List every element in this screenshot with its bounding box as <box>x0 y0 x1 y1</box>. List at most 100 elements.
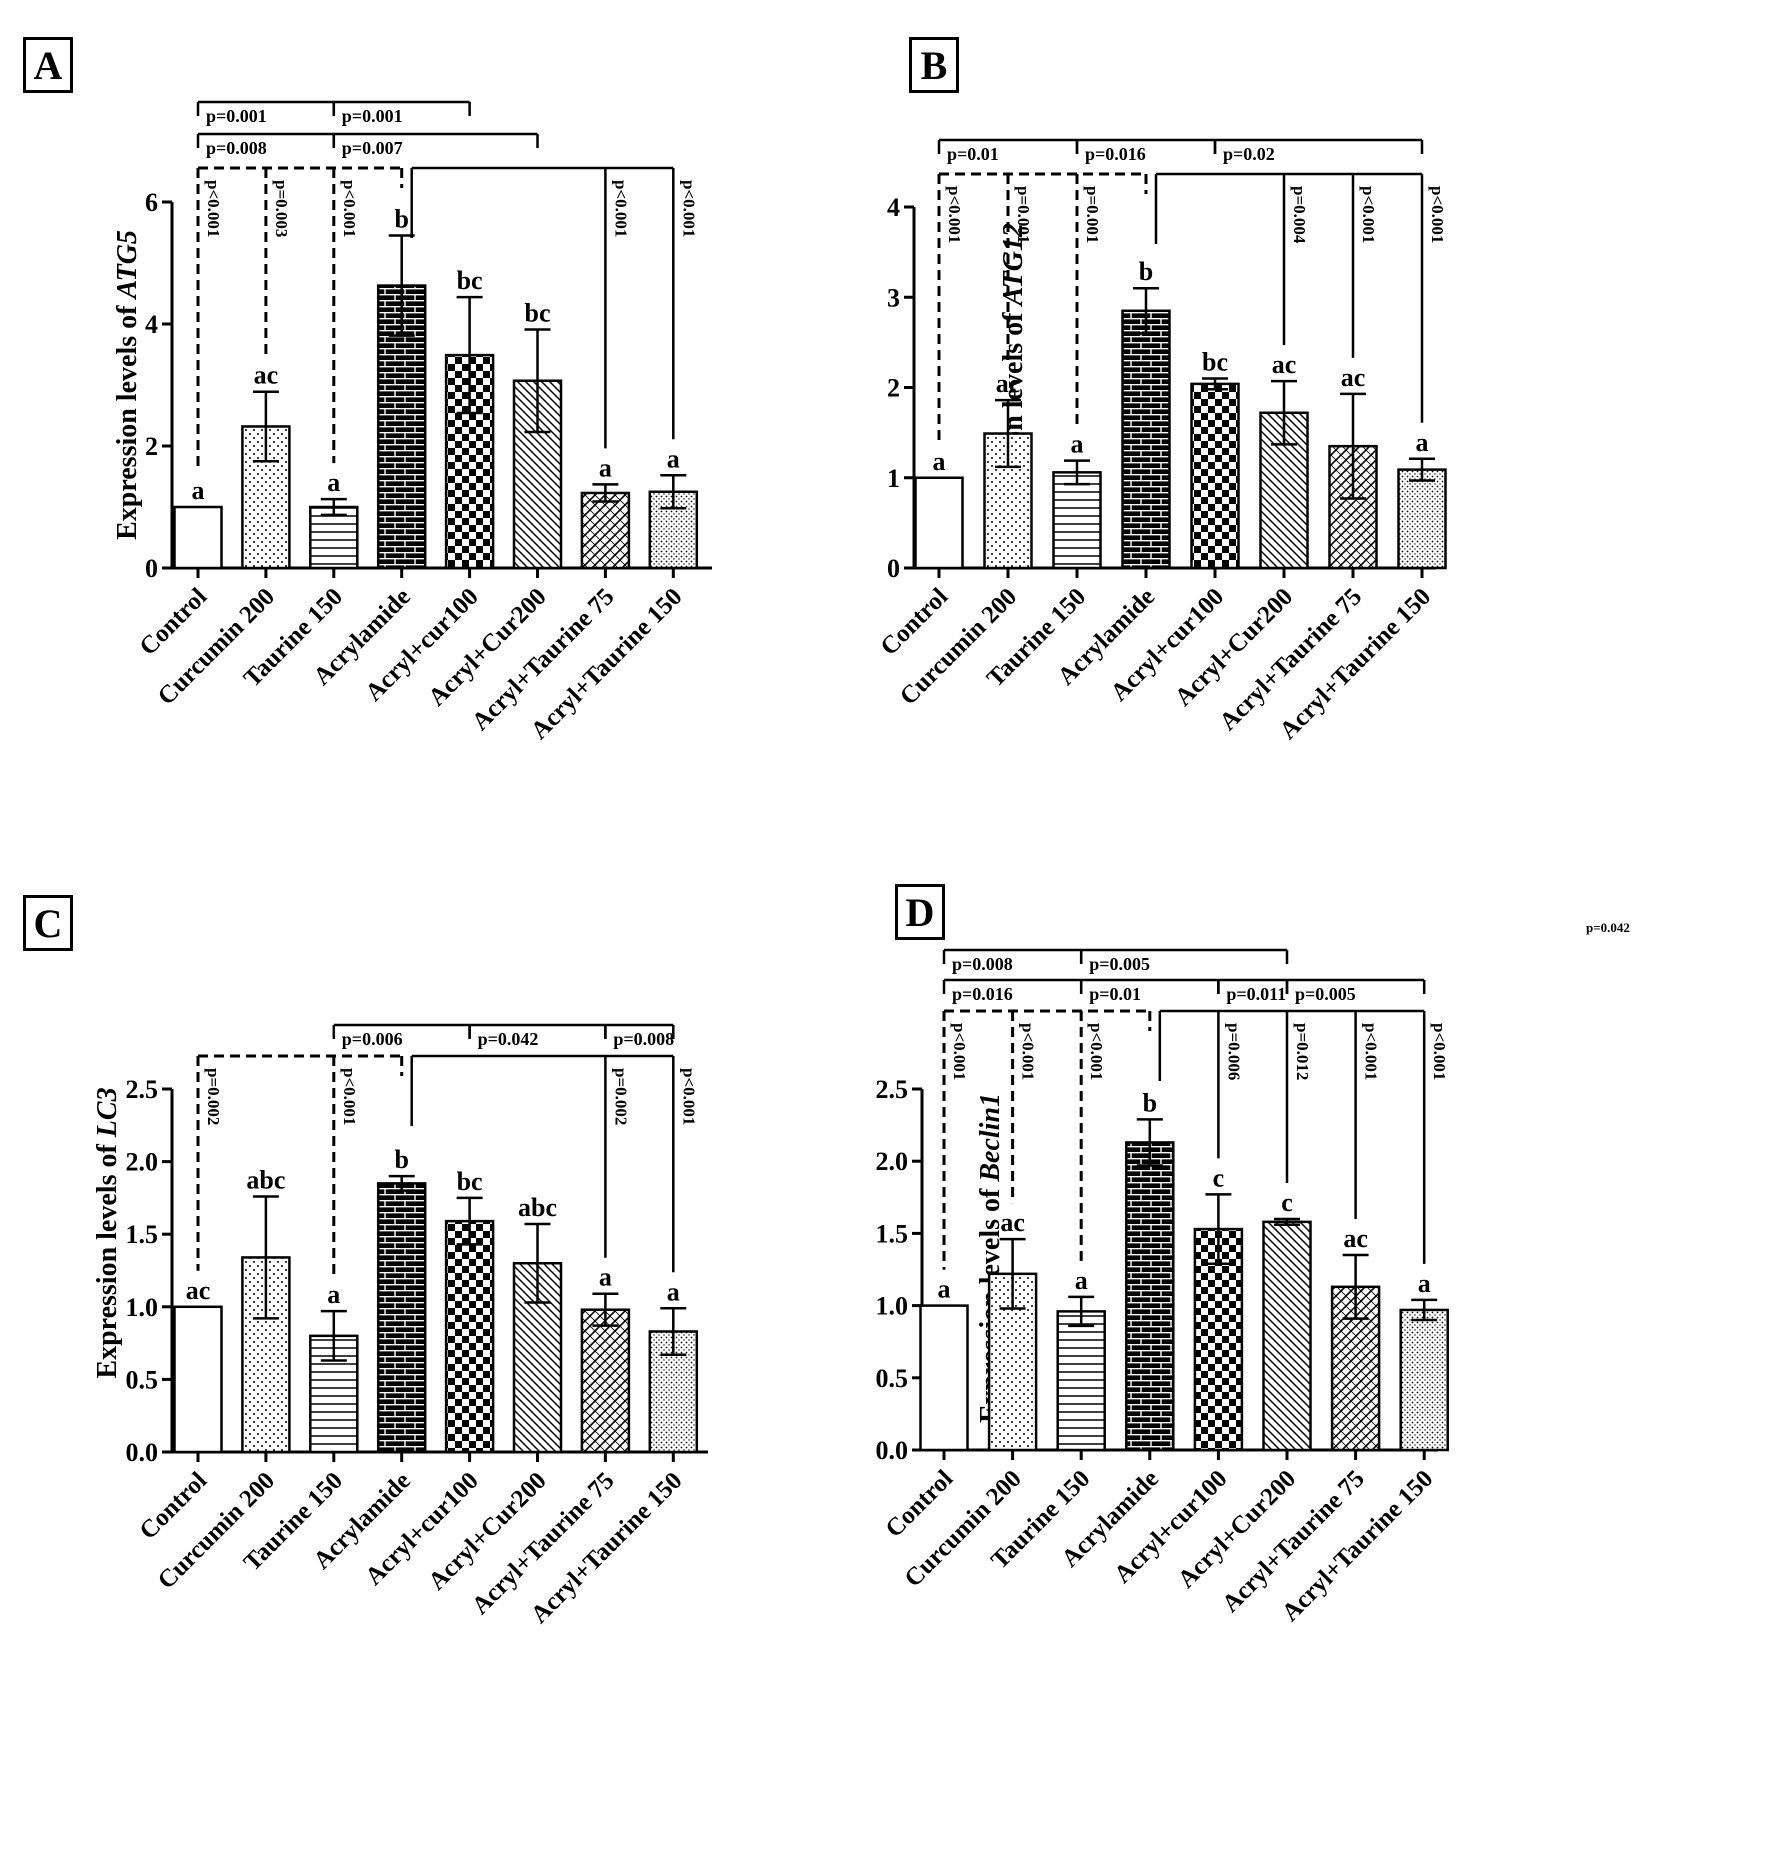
bracket-p-value: p=0.008 <box>206 138 267 158</box>
chart-panel-b: B Expression levels of ATG12 0 1 2 3 4 a Contr… <box>876 0 1772 928</box>
significance-letter: abc <box>518 1193 557 1222</box>
y-tick-label: 1.0 <box>876 1292 909 1321</box>
p-value-label: p=0.004 <box>1290 186 1309 244</box>
significance-letter: a <box>1418 1269 1431 1298</box>
y-tick-label: 0 <box>145 554 158 583</box>
significance-letter: a <box>667 444 680 473</box>
x-tick-label: Acryl+Cur200 <box>423 583 551 711</box>
y-tick-label: 4 <box>145 310 158 339</box>
significance-letter: b <box>394 205 408 234</box>
bracket-p-value: p=0.005 <box>1089 954 1150 974</box>
y-tick-label: 1.5 <box>126 1220 159 1249</box>
significance-letter: a <box>599 1263 612 1292</box>
y-tick-label: 2 <box>145 432 158 461</box>
x-tick-label: Acryl+Cur200 <box>423 1467 551 1595</box>
y-tick-label: 3 <box>887 283 900 312</box>
significance-letter: a <box>1075 1266 1088 1295</box>
y-tick-label: 2.5 <box>126 1075 159 1104</box>
chart-panel-c: C Expression levels of LC3 0.0 0.5 1.0 1.5 2… <box>0 895 886 1856</box>
significance-letter: bc <box>525 298 551 327</box>
bracket-p-value: p=0.001 <box>342 106 403 126</box>
p-value-label: p<0.001 <box>679 180 698 237</box>
p-value-label: p=0.006 <box>1224 1023 1243 1080</box>
significance-letter: abc <box>246 1165 285 1194</box>
significance-letter: ac <box>1341 363 1366 392</box>
bracket-p-value: p=0.02 <box>1223 144 1275 164</box>
p-value-label: p<0.001 <box>1362 1023 1381 1080</box>
significance-letter: a <box>327 468 340 497</box>
bar <box>1397 468 1447 570</box>
bar <box>1052 471 1102 570</box>
bar <box>1262 1220 1312 1452</box>
significance-letter: ac <box>1272 350 1297 379</box>
y-tick-label: 0 <box>887 554 900 583</box>
significance-letter: a <box>933 447 946 476</box>
x-tick-label: Curcumin 200 <box>153 1467 280 1594</box>
bar <box>580 491 631 570</box>
significance-letter: c <box>1213 1163 1225 1192</box>
bar <box>1056 1310 1106 1452</box>
bar <box>444 1219 495 1454</box>
y-tick-label: 2.0 <box>126 1148 159 1177</box>
significance-letter: ac <box>996 369 1021 398</box>
significance-letter: a <box>938 1275 951 1304</box>
panel-label: A <box>23 37 73 93</box>
bar <box>1399 1308 1449 1452</box>
significance-letter: ac <box>186 1276 211 1305</box>
bracket-p-value: p=0.007 <box>342 138 403 158</box>
bracket-p-value: p=0.01 <box>947 144 999 164</box>
p-value-label: p=0.002 <box>204 1068 223 1125</box>
significance-letter: bc <box>457 266 483 295</box>
p-value-label: p<0.001 <box>1359 186 1378 243</box>
y-tick-label: 4 <box>887 193 900 222</box>
y-tick-label: 2.5 <box>876 1075 909 1104</box>
significance-letter: a <box>327 1280 340 1309</box>
bracket-p-value: p=0.016 <box>1085 144 1146 164</box>
bar <box>914 476 964 570</box>
bracket-p-value: p=0.006 <box>342 1029 403 1049</box>
bar <box>173 1305 223 1454</box>
significance-letter: b <box>1139 257 1153 286</box>
p-value-label: p<0.001 <box>1087 1023 1106 1080</box>
p-value-label: p<0.001 <box>611 180 630 237</box>
bracket-p-value: p=0.042 <box>478 1029 539 1049</box>
bracket-p-value: p=0.001 <box>206 106 267 126</box>
chart-panel-a: A Expression levels of ATG5 0 2 4 6 a Control… <box>0 0 886 928</box>
y-tick-label: 1.5 <box>876 1219 909 1248</box>
p-value-label: p<0.001 <box>1428 186 1447 243</box>
y-tick-label: 0.0 <box>126 1438 159 1467</box>
y-tick-label: 0.5 <box>876 1364 909 1393</box>
significance-letter: a <box>667 1277 680 1306</box>
y-tick-label: 2 <box>887 374 900 403</box>
p-value-label: p<0.001 <box>1430 1023 1449 1080</box>
significance-letter: ac <box>1000 1208 1025 1237</box>
p-value-label: p=0.001 <box>1014 186 1033 243</box>
x-tick-label: Acryl+Cur200 <box>1173 1465 1301 1593</box>
bar <box>173 505 223 570</box>
p-value-label: p=0.002 <box>611 1068 630 1125</box>
significance-letter: b <box>1143 1088 1157 1117</box>
p-value-label: p=0.012 <box>1293 1023 1312 1080</box>
panel-label: B <box>909 37 959 93</box>
bracket-p-value: p=0.011 <box>1226 984 1286 1004</box>
bar <box>919 1304 969 1452</box>
bar <box>376 1182 427 1454</box>
x-tick-label: Curcumin 200 <box>900 1465 1027 1592</box>
p-value-label: p<0.001 <box>950 1023 969 1080</box>
y-tick-label: 0.5 <box>126 1365 159 1394</box>
p-value-label: p<0.001 <box>340 180 359 237</box>
significance-letter: bc <box>457 1167 483 1196</box>
panel-label: C <box>23 895 73 951</box>
y-tick-label: 6 <box>145 188 158 217</box>
extra-p-value-note: p=0.042 <box>1586 920 1630 935</box>
p-value-label: p<0.001 <box>340 1068 359 1125</box>
bar <box>580 1308 631 1454</box>
chart-panel-d: D Expression levels of Beclin1 0.00.51.0… <box>876 884 1772 1856</box>
